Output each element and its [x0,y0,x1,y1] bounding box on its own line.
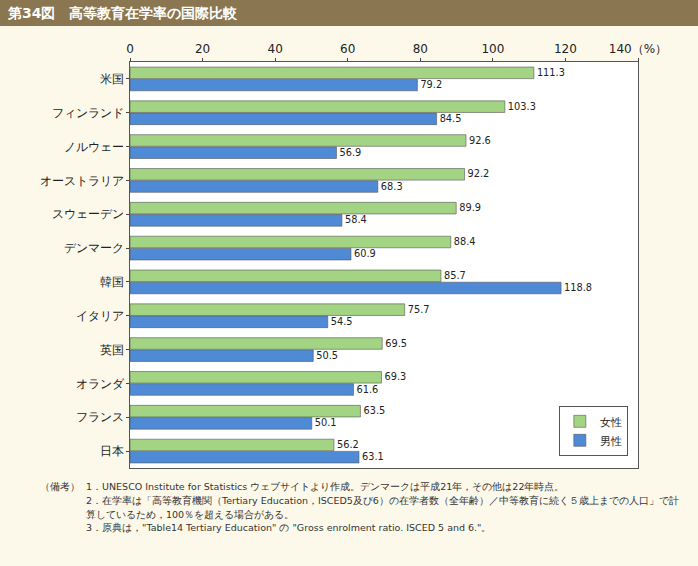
svg-text:103.3: 103.3 [508,101,536,112]
html-text:3．原典は，"Table14 Tertiary Educat: 3．原典は，"Table14 Tertiary Education" の "Gr… [86,522,492,534]
svg-text:40: 40 [267,42,282,56]
svg-text:100: 100 [481,42,504,56]
svg-text:オーストラリア: オーストラリア [40,174,124,188]
svg-text:63.5: 63.5 [363,405,385,416]
svg-text:フィンランド: フィンランド [52,106,124,120]
svg-text:92.6: 92.6 [469,135,491,146]
svg-text:フランス: フランス [76,410,124,424]
svg-text:68.3: 68.3 [381,181,403,192]
svg-text:69.5: 69.5 [385,338,407,349]
svg-text:79.2: 79.2 [420,79,442,90]
svg-text:92.2: 92.2 [468,168,490,179]
svg-text:イタリア: イタリア [76,309,124,323]
svg-text:118.8: 118.8 [564,282,592,293]
svg-text:韓国: 韓国 [100,275,124,289]
html-text:第34図 高等教育在学率の国際比較: 第34図 高等教育在学率の国際比較 [8,5,238,21]
svg-text:61.6: 61.6 [357,384,379,395]
svg-text:スウェーデン: スウェーデン [52,207,124,221]
svg-text:50.5: 50.5 [316,350,338,361]
svg-text:75.7: 75.7 [408,304,430,315]
svg-text:60: 60 [340,42,355,56]
svg-text:オランダ: オランダ [76,377,125,391]
svg-text:56.2: 56.2 [337,439,359,450]
svg-text:20: 20 [195,42,210,56]
svg-text:英国: 英国 [100,343,124,357]
svg-text:ノルウェー: ノルウェー [64,140,124,154]
svg-text:0: 0 [126,42,134,56]
svg-text:日本: 日本 [100,444,124,458]
svg-text:120: 120 [554,42,577,56]
svg-text:88.4: 88.4 [454,236,476,247]
svg-text:60.9: 60.9 [354,248,376,259]
svg-text:米国: 米国 [100,72,124,86]
svg-text:56.9: 56.9 [339,147,361,158]
svg-text:63.1: 63.1 [362,451,384,462]
svg-text:84.5: 84.5 [440,113,462,124]
svg-text:111.3: 111.3 [537,67,565,78]
svg-text:80: 80 [413,42,428,56]
svg-text:58.4: 58.4 [345,214,367,225]
svg-text:男性: 男性 [600,435,622,448]
svg-text:54.5: 54.5 [331,316,353,327]
html-text:（備考）: （備考） [40,481,80,492]
svg-text:女性: 女性 [600,416,622,429]
svg-text:89.9: 89.9 [459,202,481,213]
svg-text:69.3: 69.3 [384,371,406,382]
svg-text:85.7: 85.7 [444,270,466,281]
svg-text:50.1: 50.1 [315,417,337,428]
html-text:1．UNESCO Institute for Statist: 1．UNESCO Institute for Statistics ウェブサイト… [86,481,565,492]
svg-text:140（%）: 140（%） [609,42,667,56]
svg-text:デンマーク: デンマーク [64,241,124,255]
html-text:2．在学率は「高等教育機関（Tertiary Educati: 2．在学率は「高等教育機関（Tertiary Education，ISCED5及… [86,494,679,520]
